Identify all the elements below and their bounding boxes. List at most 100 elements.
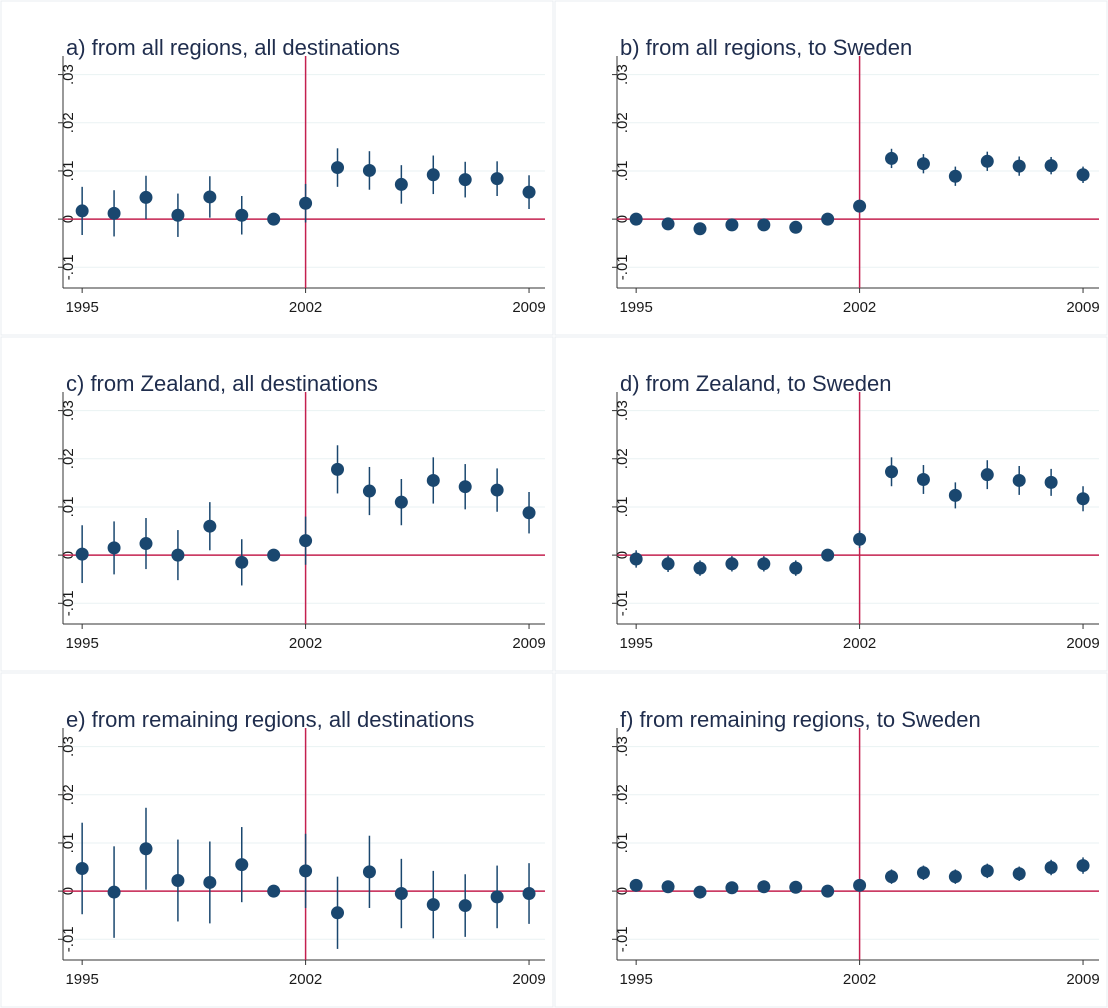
y-tick-label: .01 [614,161,631,182]
point [629,878,643,892]
y-tick-label: .02 [60,784,77,805]
y-tick-label: .01 [614,833,631,854]
point [203,875,217,889]
point [522,887,536,901]
point [490,890,504,904]
y-tick-label: -.01 [614,254,631,280]
panel: f) from remaining regions, to Sweden -.01… [554,672,1108,1008]
x-tick-label: 2009 [1066,971,1099,988]
point [948,870,962,884]
x-tick-label: 1995 [65,299,98,316]
panel-border [554,336,1108,672]
point [267,548,281,562]
y-tick-label: .01 [60,161,77,182]
point [235,555,249,569]
y-tick-label: .03 [60,400,77,421]
point [107,206,121,220]
point [1076,492,1090,506]
point [916,157,930,171]
x-tick-label: 1995 [619,971,652,988]
point [661,880,675,894]
point [853,532,867,546]
x-tick-label: 1995 [65,635,98,652]
panel-title: d) from Zealand, to Sweden [620,371,891,396]
panel-title: b) from all regions, to Sweden [620,35,912,60]
point [789,880,803,894]
point [725,557,739,571]
panel: a) from all regions, all destinations -.0… [0,0,554,336]
y-tick-label: .03 [614,64,631,85]
point [885,151,899,165]
x-tick-label: 2002 [843,299,876,316]
panel: b) from all regions, to Sweden-.010.01.0… [554,0,1108,336]
y-tick-label: .01 [614,497,631,518]
x-tick-label: 1995 [619,299,652,316]
point [490,483,504,497]
y-tick-label: .02 [60,448,77,469]
y-tick-label: -.01 [614,926,631,952]
point [1076,859,1090,873]
point [171,548,185,562]
point [1012,159,1026,173]
point [980,864,994,878]
point [299,864,313,878]
point [757,880,771,894]
point [1012,473,1026,487]
point [426,473,440,487]
y-tick-label: .02 [614,448,631,469]
point [458,480,472,494]
point [139,842,153,856]
point [75,547,89,561]
point [980,468,994,482]
point [853,199,867,213]
point [725,881,739,895]
y-tick-label: .03 [60,64,77,85]
point [394,177,408,191]
x-tick-label: 2002 [289,971,322,988]
point [1012,867,1026,881]
point [426,898,440,912]
x-tick-label: 2002 [843,635,876,652]
point [331,462,345,476]
y-tick-label: -.01 [60,254,77,280]
point [299,534,313,548]
point [235,858,249,872]
point [394,495,408,509]
point [629,212,643,226]
panel-title: e) from remaining regions, all destinati… [66,707,474,732]
y-tick-label: .03 [60,736,77,757]
x-tick-label: 2009 [512,635,545,652]
point [693,222,707,236]
y-tick-label: .03 [614,400,631,421]
y-tick-label: .02 [614,784,631,805]
point [331,906,345,920]
panel-title: a) from all regions, all destinations [66,35,400,60]
x-tick-label: 2009 [512,971,545,988]
point [362,163,376,177]
point [139,190,153,204]
panel-title: c) from Zealand, all destinations [66,371,378,396]
x-tick-label: 2002 [289,635,322,652]
point [980,154,994,168]
point [789,561,803,575]
point [171,874,185,888]
point [1044,159,1058,173]
point [916,866,930,880]
panel-title: f) from remaining regions, to Sweden [620,707,981,732]
point [394,887,408,901]
point [757,218,771,232]
y-tick-label: .03 [614,736,631,757]
point [1076,168,1090,182]
y-tick-label: .01 [60,833,77,854]
point [362,865,376,879]
panel: e) from remaining regions, all destinati… [0,672,554,1008]
point [725,218,739,232]
point [362,484,376,498]
point [203,190,217,204]
point [107,541,121,555]
point [693,885,707,899]
point [1044,861,1058,875]
point [522,506,536,520]
point [821,548,835,562]
